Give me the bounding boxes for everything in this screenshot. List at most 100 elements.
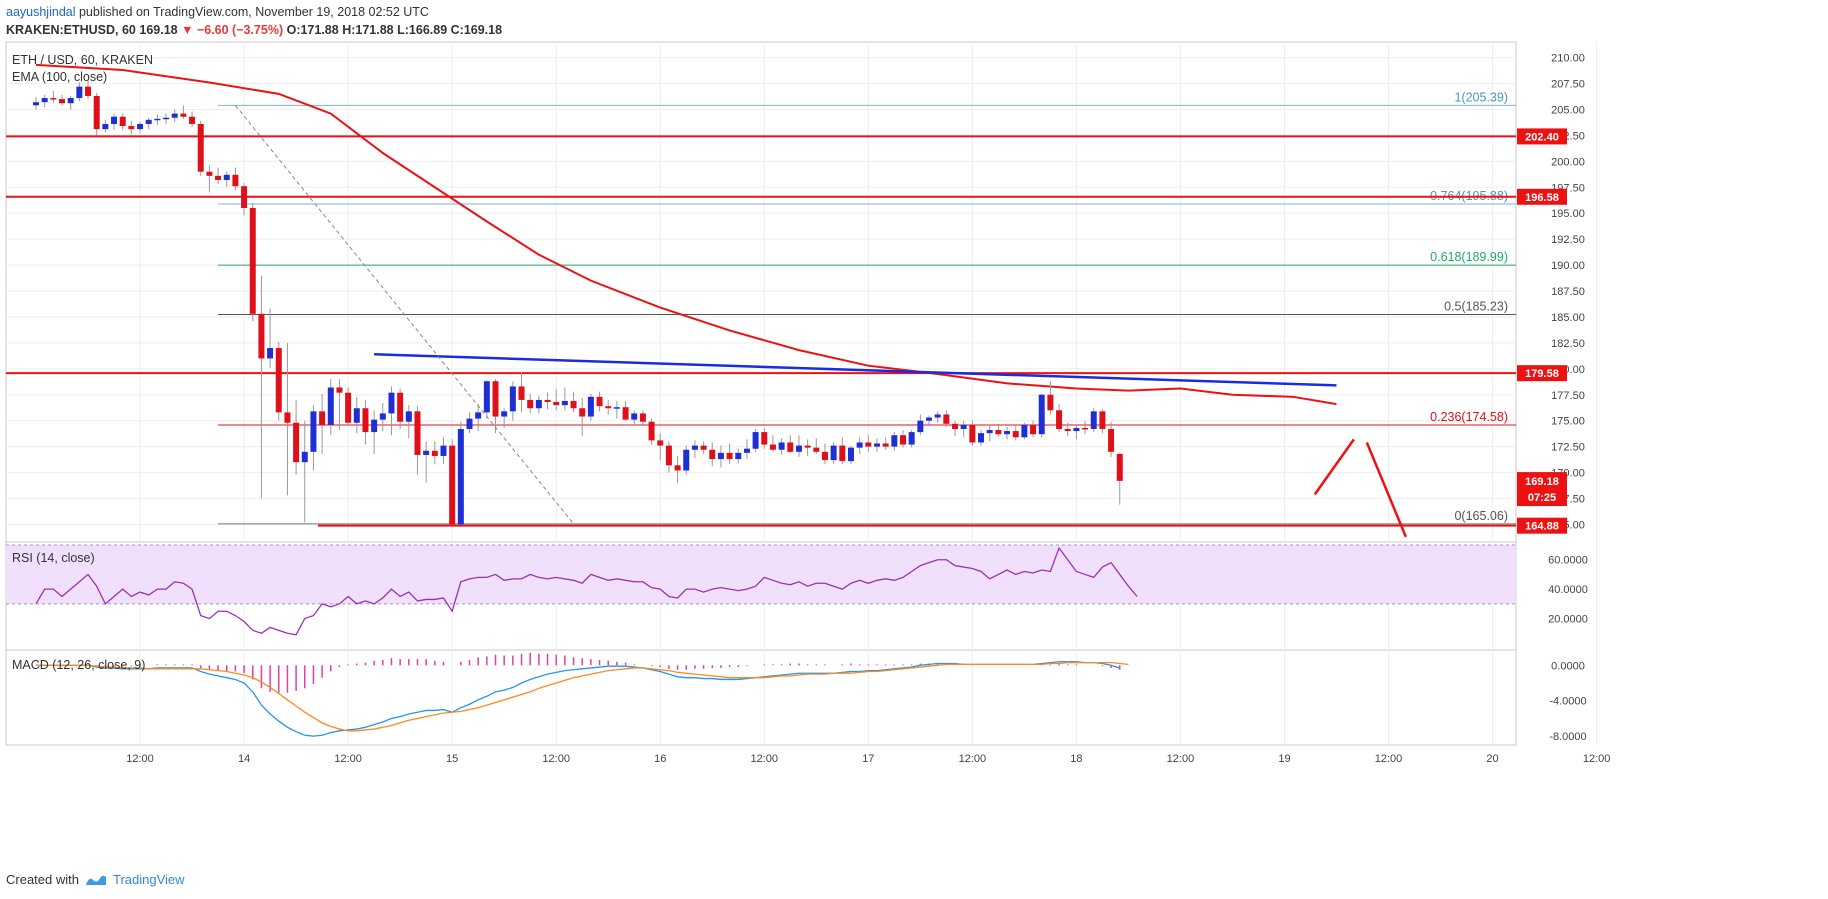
candle: [1073, 427, 1080, 432]
candle: [726, 452, 733, 460]
plot-frame: [5, 41, 1517, 746]
candle: [518, 386, 525, 400]
created-with-text: Created with: [6, 872, 79, 887]
time-tick-label: 18: [1070, 753, 1082, 765]
macd-legend: MACD (12, 26, close, 9): [12, 658, 145, 672]
projection-down-line: [1365, 441, 1408, 538]
macd-tick-label: 0.0000: [1551, 660, 1585, 672]
tradingview-brand[interactable]: TradingView: [112, 872, 185, 887]
candle: [180, 113, 187, 117]
candle: [865, 442, 872, 447]
price-tick-label: 187.50: [1551, 286, 1585, 298]
time-tick-label: 20: [1486, 753, 1498, 765]
candle: [475, 412, 482, 419]
price-tick-label: 177.50: [1551, 390, 1585, 402]
symbol-line: KRAKEN:ETHUSD, 60 169.18 ▼ −6.60 (−3.75%…: [6, 23, 502, 37]
candle: [579, 408, 586, 417]
price-line-tag: [1517, 188, 1567, 205]
time-tick-label: 12:00: [542, 753, 570, 765]
fib-level-label: 0.618(189.99): [1430, 250, 1508, 264]
candle: [76, 86, 83, 99]
candle: [778, 442, 785, 450]
signal-line: [36, 661, 1129, 732]
candle: [908, 432, 915, 445]
candle: [405, 411, 412, 422]
price-tick-label: 182.50: [1551, 338, 1585, 350]
candle: [33, 102, 39, 106]
candle: [561, 400, 568, 406]
candle: [59, 99, 66, 104]
rsi-tick-label: 40.0000: [1548, 584, 1588, 596]
candle: [327, 387, 334, 425]
candle: [1004, 431, 1011, 435]
candle: [509, 386, 516, 412]
macd-tick-label: -4.0000: [1549, 696, 1586, 708]
candle: [917, 420, 924, 433]
candle: [839, 445, 846, 462]
price-line-tag-label: 179.58: [1525, 368, 1559, 380]
candle: [847, 447, 854, 462]
time-tick-label: 19: [1278, 753, 1290, 765]
rsi-tick-label: 60.0000: [1548, 555, 1588, 567]
candle: [102, 123, 109, 130]
candle: [813, 447, 820, 452]
candle: [717, 452, 724, 460]
candle: [275, 348, 282, 413]
candle: [483, 381, 490, 413]
price-tick-label: 200.00: [1551, 156, 1585, 168]
price-change: ▼ −6.60 (−3.75%): [181, 23, 284, 37]
price-tick-label: 207.50: [1551, 79, 1585, 91]
macd-line: [36, 661, 1120, 737]
time-tick-label: 14: [238, 753, 250, 765]
symbol-name: KRAKEN:ETHUSD,: [6, 23, 119, 37]
rsi-line: [35, 546, 1138, 636]
candle: [969, 424, 976, 443]
footer: Created with TradingView: [6, 872, 185, 887]
candle: [926, 417, 933, 421]
countdown-tag-label: 07:25: [1528, 492, 1556, 504]
price-line-tag-label: 196.58: [1525, 192, 1559, 204]
candle: [145, 119, 152, 124]
price-tick-label: 195.00: [1551, 208, 1585, 220]
candle: [501, 411, 508, 417]
candle: [119, 116, 126, 127]
candle: [85, 86, 92, 96]
candle: [1082, 427, 1089, 430]
author-link[interactable]: aayushjindal: [6, 5, 76, 19]
candle: [648, 421, 655, 441]
time-tick-label: 16: [654, 753, 666, 765]
candle: [1047, 394, 1054, 411]
candle: [241, 186, 248, 208]
candle: [41, 98, 48, 103]
candle: [743, 448, 750, 453]
candle: [674, 465, 681, 471]
candle: [423, 450, 430, 455]
trendline: [374, 353, 1337, 387]
candle: [362, 408, 369, 433]
candle: [587, 396, 594, 417]
candle: [639, 413, 646, 422]
candle: [787, 442, 794, 452]
candle: [1064, 428, 1071, 432]
candle: [544, 399, 551, 403]
high-value: H:171.88: [342, 23, 394, 37]
candle: [735, 452, 742, 460]
candle: [631, 413, 638, 420]
price-tick-label: 190.00: [1551, 260, 1585, 272]
candle: [596, 396, 603, 407]
candle: [215, 175, 222, 180]
candle: [128, 126, 135, 130]
price-tick-label: 185.00: [1551, 312, 1585, 324]
candle: [284, 412, 291, 423]
time-tick-label: 15: [446, 753, 458, 765]
rsi-legend: RSI (14, close): [12, 551, 95, 565]
time-tick-label: 17: [862, 753, 874, 765]
time-tick-label: 12:00: [1375, 753, 1403, 765]
ema-legend: EMA (100, close): [12, 70, 107, 84]
candle: [943, 414, 950, 424]
candle: [683, 449, 690, 471]
price-tick-label: 205.00: [1551, 104, 1585, 116]
low-value: L:166.89: [397, 23, 448, 37]
ema-line: [35, 63, 1337, 406]
